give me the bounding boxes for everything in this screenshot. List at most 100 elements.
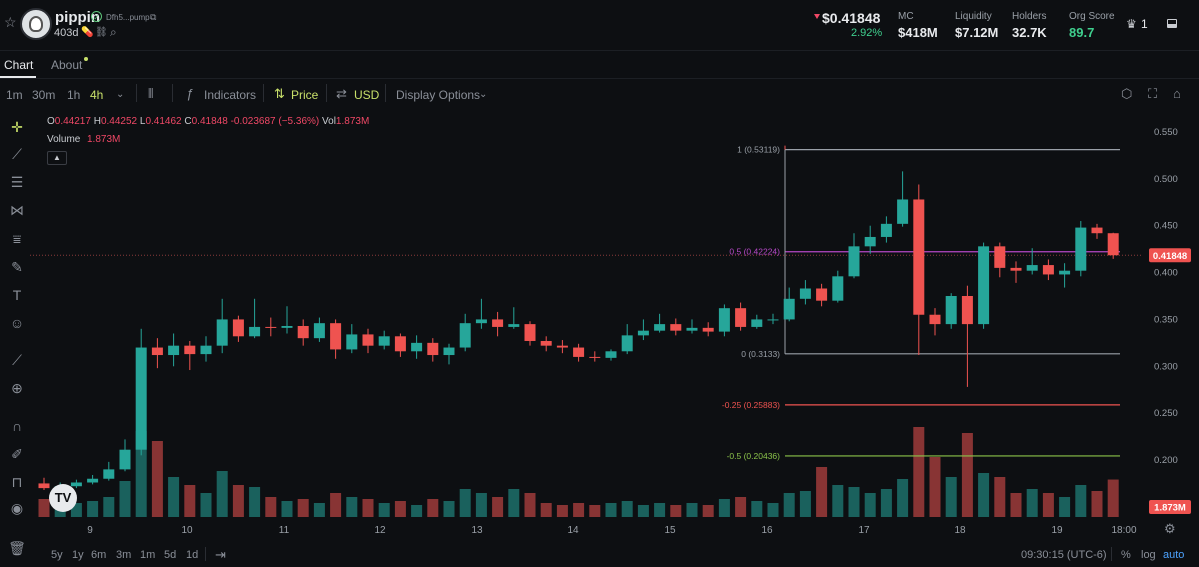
candle-body: [589, 356, 601, 358]
volume-bar: [119, 481, 131, 517]
last-price-label: 0.41848: [1153, 251, 1187, 262]
interval-dropdown-chevron-icon[interactable]: ⌄: [116, 89, 125, 100]
magnet-tool-icon[interactable]: ∩: [11, 418, 23, 434]
range-5y[interactable]: 5y: [51, 549, 63, 561]
go-to-date-icon[interactable]: ⇥: [215, 547, 226, 562]
toolbar-divider: [326, 84, 327, 102]
candle-body: [411, 342, 423, 352]
volume-bar: [589, 505, 601, 517]
search-icon[interactable]: ⌕: [110, 25, 117, 39]
interval-4h[interactable]: 4h: [90, 88, 104, 102]
interval-1m[interactable]: 1m: [6, 88, 23, 102]
fib-tool-icon[interactable]: ⩸: [12, 231, 22, 247]
price-swap-icon[interactable]: ⇅: [274, 86, 285, 101]
range-6m[interactable]: 6m: [91, 549, 107, 561]
visibility-tool-icon[interactable]: ◉: [10, 500, 24, 516]
candle-body: [1026, 265, 1038, 271]
indicators-button[interactable]: Indicators: [204, 88, 257, 102]
toolbar-divider: [385, 84, 386, 102]
volume-bar: [994, 477, 1006, 517]
candle-body: [362, 334, 374, 346]
layout-toggle-icon[interactable]: [1167, 19, 1177, 28]
percent-scale-toggle[interactable]: %: [1121, 549, 1131, 561]
range-1d[interactable]: 1d: [186, 549, 199, 561]
price-toggle-button[interactable]: Price: [291, 88, 319, 102]
fib-level-label: 1 (0.53119): [737, 145, 780, 155]
candle-body: [735, 308, 747, 327]
trendline-tool-icon[interactable]: ⟋: [12, 146, 22, 162]
crosshair-tool-icon[interactable]: ✛: [11, 119, 23, 135]
tab-chart[interactable]: Chart: [4, 58, 34, 72]
token-address[interactable]: Dfh5...pump: [106, 13, 150, 22]
candle-body: [864, 236, 876, 247]
fullscreen-icon[interactable]: ⛶: [1148, 86, 1158, 101]
legend-l-label: L: [139, 116, 146, 127]
volume-bar: [1026, 489, 1038, 517]
stat-org-score-value: 89.7: [1069, 25, 1095, 40]
volume-bar: [783, 493, 795, 517]
volume-bar: [670, 505, 682, 517]
candle-type-icon[interactable]: ⫴: [148, 86, 154, 101]
tab-about[interactable]: About: [51, 58, 83, 72]
range-3m[interactable]: 3m: [116, 549, 132, 561]
fib-retracement: 1 (0.53119) 0.5 (0.42224) 0 (0.3133) -0.25 …: [30, 145, 1143, 461]
log-scale-toggle[interactable]: log: [1141, 549, 1156, 561]
volume-bar: [605, 503, 617, 517]
candle-body: [848, 246, 860, 277]
currency-icon[interactable]: ⇄: [336, 86, 347, 101]
y-tick-label: 0.350: [1154, 314, 1178, 325]
usd-toggle-button[interactable]: USD: [354, 88, 380, 102]
ruler-tool-icon[interactable]: ⟋: [12, 352, 22, 368]
zoom-in-tool-icon[interactable]: ⊕: [11, 380, 23, 396]
last-volume-label: 1.873M: [1154, 503, 1186, 514]
auto-scale-toggle[interactable]: auto: [1163, 549, 1185, 561]
favorite-star-icon[interactable]: ☆: [4, 14, 17, 30]
range-5d[interactable]: 5d: [164, 549, 177, 561]
display-options-chevron-icon[interactable]: ⌄: [479, 89, 488, 100]
candle-body: [508, 324, 520, 327]
volume-bar: [799, 491, 811, 517]
interval-30m[interactable]: 30m: [32, 88, 56, 102]
range-1m[interactable]: 1m: [140, 549, 156, 561]
crown-icon[interactable]: ♛: [1126, 17, 1137, 31]
candle-body: [87, 478, 99, 483]
settings-hexagon-icon[interactable]: ⬡: [1121, 86, 1133, 101]
brush-tool-icon[interactable]: ✎: [11, 259, 23, 275]
volume-bar: [362, 499, 374, 517]
legend-o-value: 0.44217: [54, 116, 91, 127]
last-price-badge: [1149, 248, 1191, 263]
emoji-tool-icon[interactable]: ☺: [9, 315, 25, 331]
interval-1h[interactable]: 1h: [67, 88, 81, 102]
collapse-legend-button[interactable]: ▲: [47, 151, 67, 165]
volume-bar: [751, 501, 763, 517]
volume-bar: [135, 431, 147, 517]
link-icon[interactable]: ⛓: [95, 27, 108, 38]
text-tool-icon[interactable]: T: [12, 287, 22, 303]
camera-icon[interactable]: ⌂: [1173, 86, 1181, 101]
display-options-button[interactable]: Display Options: [396, 88, 481, 102]
horizontal-lines-tool-icon[interactable]: ☰: [10, 174, 24, 190]
range-1y[interactable]: 1y: [72, 549, 84, 561]
volume-bar: [427, 499, 439, 517]
legend-vol-value: 1.873M: [335, 116, 370, 127]
stat-org-score-label: Org Score: [1069, 11, 1115, 22]
legend-vol-label: Vol: [322, 116, 336, 127]
last-volume-badge: [1149, 500, 1191, 514]
candle-body: [524, 324, 536, 341]
pattern-tool-icon[interactable]: ⋈: [10, 202, 24, 218]
y-tick-label: 0.450: [1154, 221, 1178, 232]
copy-icon[interactable]: ⧉: [150, 12, 157, 22]
candle-body: [637, 330, 649, 336]
lock-tool-icon[interactable]: ⊓: [11, 474, 23, 490]
x-tick-label: 10: [181, 525, 193, 536]
indicators-fx-icon[interactable]: ƒ: [186, 86, 194, 101]
y-tick-label: 0.400: [1154, 268, 1178, 279]
volume-bar: [686, 503, 698, 517]
axis-settings-icon[interactable]: ⚙: [1164, 521, 1176, 536]
lock-pencil-tool-icon[interactable]: ✐: [11, 446, 23, 462]
volume-bar: [70, 503, 82, 517]
candle-body: [168, 345, 180, 356]
token-age: 403d: [54, 27, 79, 39]
trash-tool-icon[interactable]: 🗑: [8, 540, 26, 556]
